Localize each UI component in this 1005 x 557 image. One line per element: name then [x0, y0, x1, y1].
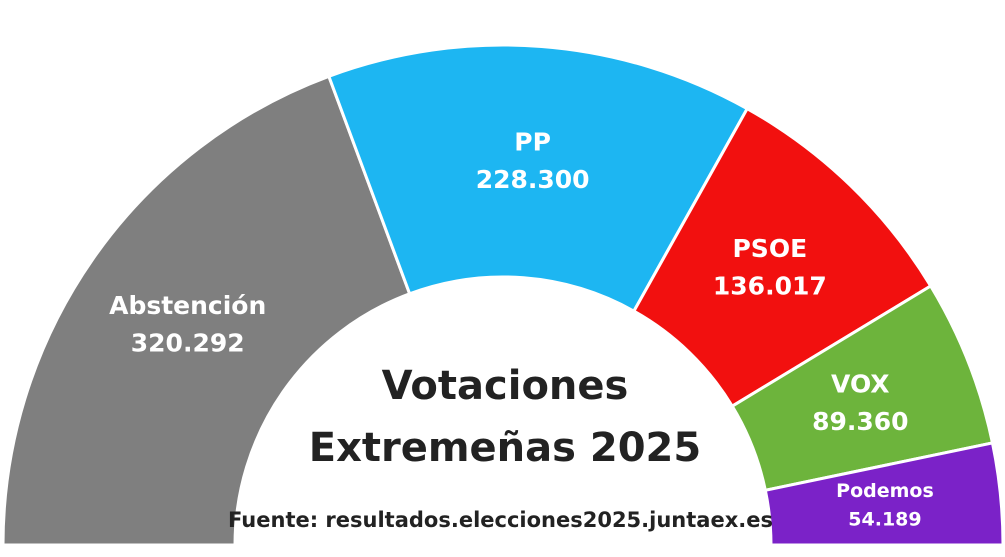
value-label: 54.189: [848, 508, 921, 530]
segment: [763, 441, 1005, 547]
segment-label: PP: [514, 127, 551, 156]
segment: [1, 74, 412, 547]
value-label: 320.292: [131, 329, 245, 358]
segment-label: VOX: [831, 370, 890, 399]
value-label: 228.300: [476, 165, 590, 194]
segment: [326, 43, 750, 314]
segment-label: Abstención: [109, 291, 266, 320]
source: Fuente: resultados.elecciones2025.juntae…: [228, 508, 773, 532]
value-label: 136.017: [713, 272, 827, 301]
chart-title: Votaciones Extremeñas 2025: [308, 363, 702, 471]
segment-label: PSOE: [732, 234, 807, 263]
segment-label: Podemos: [836, 480, 934, 502]
value-label: 89.360: [812, 407, 908, 436]
